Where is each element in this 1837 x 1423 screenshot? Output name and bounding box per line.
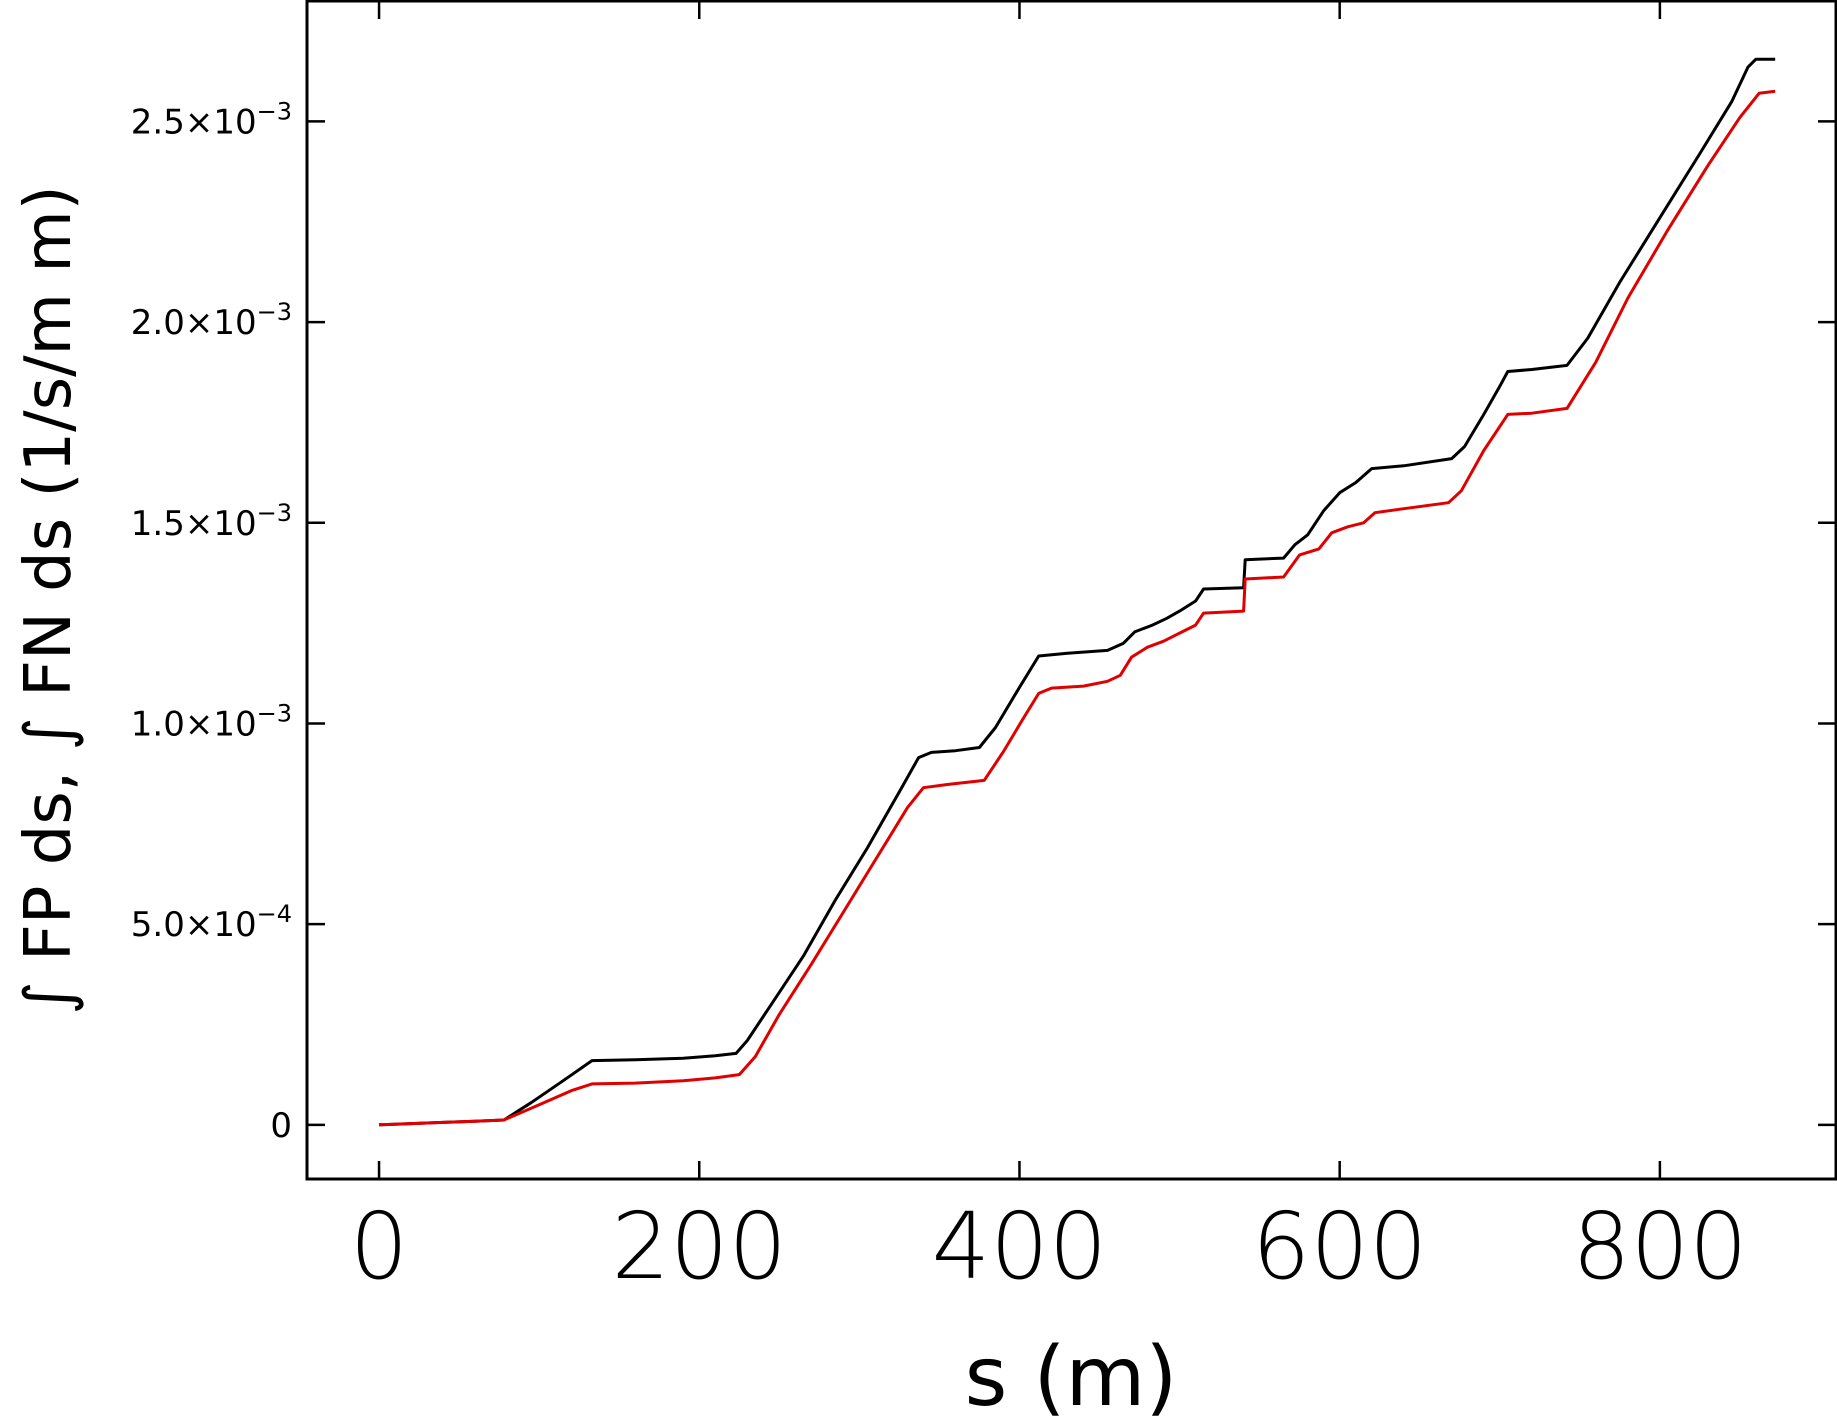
x-tick-label: 800 — [1572, 1193, 1748, 1300]
y-axis-ticks: 05.0×10−41.0×10−31.5×10−32.0×10−32.5×10−… — [131, 97, 1836, 1146]
y-tick-exponent: −3 — [257, 97, 292, 125]
y-tick-exponent: −3 — [257, 499, 292, 527]
x-tick-label: 200 — [611, 1193, 787, 1300]
y-tick-times: ×10 — [185, 303, 257, 343]
y-tick-times: ×10 — [185, 504, 257, 544]
y-tick-mantissa: 2.0 — [131, 303, 185, 343]
x-tick-label: 0 — [350, 1193, 409, 1300]
y-tick-exponent: −3 — [257, 298, 292, 326]
y-tick-label: 2.5×10−3 — [131, 97, 292, 142]
series-line-2 — [378, 89, 1776, 1127]
y-tick-exponent: −3 — [257, 699, 292, 727]
y-tick-mantissa: 5.0 — [131, 905, 185, 945]
x-tick-label: 600 — [1252, 1193, 1428, 1300]
plot-frame — [305, 0, 1837, 1181]
y-tick-label: 1.0×10−3 — [131, 699, 292, 744]
series-line-1 — [378, 57, 1776, 1127]
y-tick-times: ×10 — [185, 905, 257, 945]
y-axis-label: ∫ FP ds, ∫ FN ds (1/s/m m) — [12, 185, 86, 1014]
y-tick-label: 5.0×10−4 — [131, 900, 292, 945]
y-tick-label: 2.0×10−3 — [131, 298, 292, 343]
y-tick-mantissa: 0 — [270, 1106, 292, 1146]
y-tick-mantissa: 1.5 — [131, 504, 185, 544]
x-tick-label: 400 — [932, 1193, 1108, 1300]
y-tick-mantissa: 1.0 — [131, 704, 185, 744]
x-axis-label: s (m) — [965, 1330, 1178, 1423]
y-tick-times: ×10 — [185, 102, 257, 142]
series-layer — [378, 57, 1776, 1127]
y-tick-label: 1.5×10−3 — [131, 499, 292, 544]
y-tick-mantissa: 2.5 — [131, 102, 185, 142]
y-tick-label: 0 — [270, 1106, 292, 1146]
x-axis-ticks: 0 200 400 600 800 — [350, 1, 1748, 1300]
y-tick-times: ×10 — [185, 704, 257, 744]
y-tick-exponent: −4 — [257, 900, 292, 928]
